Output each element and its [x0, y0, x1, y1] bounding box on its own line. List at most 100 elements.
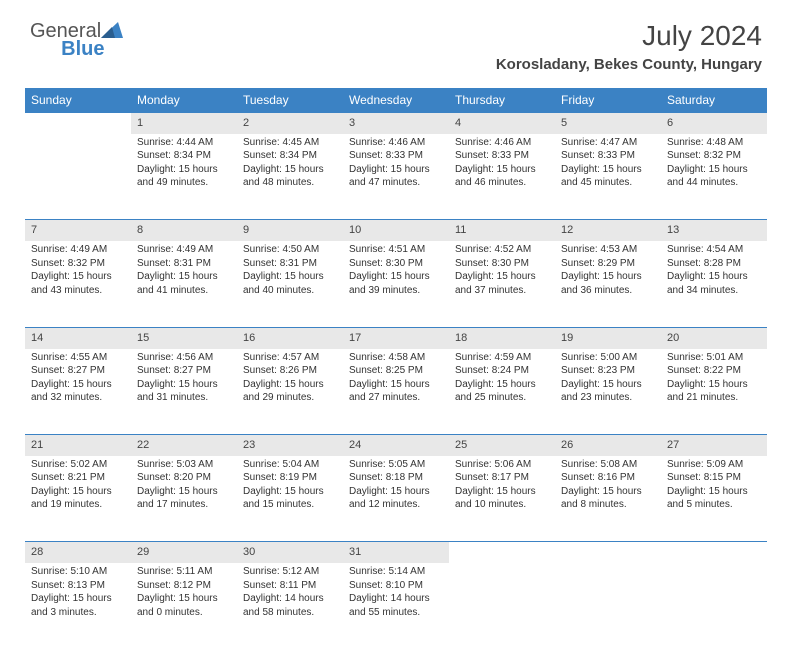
weekday-header: Tuesday [237, 88, 343, 113]
day-detail-cell: Sunrise: 4:51 AMSunset: 8:30 PMDaylight:… [343, 241, 449, 327]
sunrise-line: Sunrise: 4:54 AM [667, 243, 761, 257]
day-detail-cell: Sunrise: 5:04 AMSunset: 8:19 PMDaylight:… [237, 456, 343, 542]
day-detail-row: Sunrise: 4:44 AMSunset: 8:34 PMDaylight:… [25, 134, 767, 220]
calendar-table: SundayMondayTuesdayWednesdayThursdayFrid… [25, 88, 767, 649]
daylight-line: Daylight: 15 hours and 17 minutes. [137, 485, 231, 512]
day-number-cell: 6 [661, 113, 767, 134]
sunset-line: Sunset: 8:22 PM [667, 364, 761, 378]
day-number-cell: 13 [661, 220, 767, 241]
day-detail-cell: Sunrise: 5:09 AMSunset: 8:15 PMDaylight:… [661, 456, 767, 542]
sunset-line: Sunset: 8:28 PM [667, 257, 761, 271]
day-number-row: 21222324252627 [25, 435, 767, 456]
header: General Blue July 2024 Korosladany, Beke… [0, 0, 792, 78]
brand-logo: General Blue [30, 20, 171, 43]
daylight-line: Daylight: 15 hours and 19 minutes. [31, 485, 125, 512]
daylight-line: Daylight: 15 hours and 21 minutes. [667, 378, 761, 405]
day-number-cell: 10 [343, 220, 449, 241]
daylight-line: Daylight: 15 hours and 48 minutes. [243, 163, 337, 190]
day-number-cell: 14 [25, 327, 131, 348]
day-detail-cell: Sunrise: 5:05 AMSunset: 8:18 PMDaylight:… [343, 456, 449, 542]
sunrise-line: Sunrise: 5:10 AM [31, 565, 125, 579]
sunrise-line: Sunrise: 5:09 AM [667, 458, 761, 472]
sunrise-line: Sunrise: 4:59 AM [455, 351, 549, 365]
day-detail-row: Sunrise: 5:10 AMSunset: 8:13 PM Daylight:… [25, 563, 767, 649]
month-title: July 2024 [496, 20, 762, 52]
empty-cell [25, 134, 131, 220]
daylight-line: Daylight: 15 hours and 10 minutes. [455, 485, 549, 512]
day-number-row: 28293031 [25, 542, 767, 563]
day-number-cell: 8 [131, 220, 237, 241]
day-detail-cell: Sunrise: 5:10 AMSunset: 8:13 PMDaylight:… [25, 563, 131, 649]
sunset-line: Sunset: 8:29 PM [561, 257, 655, 271]
sunrise-line: Sunrise: 4:44 AM [137, 136, 231, 150]
day-detail-cell: Sunrise: 4:54 AMSunset: 8:28 PMDaylight:… [661, 241, 767, 327]
daylight-line: Daylight: 15 hours and 31 minutes. [137, 378, 231, 405]
sunrise-line: Sunrise: 4:57 AM [243, 351, 337, 365]
day-detail-cell: Sunrise: 5:14 AMSunset: 8:10 PMDaylight:… [343, 563, 449, 649]
daylight-line: Daylight: 15 hours and 5 minutes. [667, 485, 761, 512]
daylight-line: Daylight: 15 hours and 45 minutes. [561, 163, 655, 190]
day-detail-cell: Sunrise: 5:01 AMSunset: 8:22 PMDaylight:… [661, 349, 767, 435]
sunrise-line: Sunrise: 4:46 AM [349, 136, 443, 150]
day-number-cell: 2 [237, 113, 343, 134]
day-detail-cell: Sunrise: 4:45 AMSunset: 8:34 PMDaylight:… [237, 134, 343, 220]
weekday-header: Sunday [25, 88, 131, 113]
sunset-line: Sunset: 8:27 PM [137, 364, 231, 378]
day-number-cell: 12 [555, 220, 661, 241]
day-detail-cell: Sunrise: 4:56 AMSunset: 8:27 PMDaylight:… [131, 349, 237, 435]
daylight-line: Daylight: 14 hours and 58 minutes. [243, 592, 337, 619]
daylight-line: Daylight: 15 hours and 27 minutes. [349, 378, 443, 405]
day-number-cell: 9 [237, 220, 343, 241]
daylight-line: Daylight: 15 hours and 46 minutes. [455, 163, 549, 190]
daylight-line: Daylight: 15 hours and 40 minutes. [243, 270, 337, 297]
day-detail-cell: Sunrise: 5:11 AMSunset: 8:12 PMDaylight:… [131, 563, 237, 649]
location-text: Korosladany, Bekes County, Hungary [496, 56, 762, 73]
sunset-line: Sunset: 8:16 PM [561, 471, 655, 485]
sunrise-line: Sunrise: 4:58 AM [349, 351, 443, 365]
sunset-line: Sunset: 8:34 PM [137, 149, 231, 163]
day-number-row: 123456 [25, 113, 767, 134]
day-detail-row: Sunrise: 4:55 AMSunset: 8:27 PMDaylight:… [25, 349, 767, 435]
day-detail-cell: Sunrise: 5:12 AMSunset: 8:11 PMDaylight:… [237, 563, 343, 649]
day-number-row: 14151617181920 [25, 327, 767, 348]
daylight-line: Daylight: 15 hours and 47 minutes. [349, 163, 443, 190]
sunrise-line: Sunrise: 4:51 AM [349, 243, 443, 257]
sunrise-line: Sunrise: 5:12 AM [243, 565, 337, 579]
sunset-line: Sunset: 8:17 PM [455, 471, 549, 485]
day-detail-cell: Sunrise: 4:49 AMSunset: 8:31 PMDaylight:… [131, 241, 237, 327]
day-number-cell: 4 [449, 113, 555, 134]
daylight-line: Daylight: 15 hours and 41 minutes. [137, 270, 231, 297]
day-detail-cell: Sunrise: 4:44 AMSunset: 8:34 PMDaylight:… [131, 134, 237, 220]
sunrise-line: Sunrise: 5:08 AM [561, 458, 655, 472]
day-number-cell: 11 [449, 220, 555, 241]
daylight-line: Daylight: 15 hours and 15 minutes. [243, 485, 337, 512]
sunset-line: Sunset: 8:18 PM [349, 471, 443, 485]
empty-cell [449, 563, 555, 649]
sunset-line: Sunset: 8:31 PM [243, 257, 337, 271]
sunset-line: Sunset: 8:34 PM [243, 149, 337, 163]
day-detail-cell: Sunrise: 4:55 AMSunset: 8:27 PMDaylight:… [25, 349, 131, 435]
sunset-line: Sunset: 8:23 PM [561, 364, 655, 378]
daylight-line: Daylight: 15 hours and 32 minutes. [31, 378, 125, 405]
sunrise-line: Sunrise: 4:45 AM [243, 136, 337, 150]
sunset-line: Sunset: 8:30 PM [455, 257, 549, 271]
title-block: July 2024 Korosladany, Bekes County, Hun… [496, 20, 762, 73]
sunset-line: Sunset: 8:32 PM [667, 149, 761, 163]
sunset-line: Sunset: 8:15 PM [667, 471, 761, 485]
weekday-header-row: SundayMondayTuesdayWednesdayThursdayFrid… [25, 88, 767, 113]
daylight-line: Daylight: 15 hours and 44 minutes. [667, 163, 761, 190]
sunset-line: Sunset: 8:13 PM [31, 579, 125, 593]
day-number-cell: 5 [555, 113, 661, 134]
sunrise-line: Sunrise: 5:06 AM [455, 458, 549, 472]
day-detail-cell: Sunrise: 4:49 AMSunset: 8:32 PMDaylight:… [25, 241, 131, 327]
sunset-line: Sunset: 8:11 PM [243, 579, 337, 593]
daylight-line: Daylight: 15 hours and 37 minutes. [455, 270, 549, 297]
day-number-cell: 18 [449, 327, 555, 348]
daylight-line: Daylight: 15 hours and 0 minutes. [137, 592, 231, 619]
sunrise-line: Sunrise: 5:04 AM [243, 458, 337, 472]
sunrise-line: Sunrise: 4:50 AM [243, 243, 337, 257]
daylight-line: Daylight: 15 hours and 43 minutes. [31, 270, 125, 297]
day-number-cell: 25 [449, 435, 555, 456]
day-number-cell: 23 [237, 435, 343, 456]
sunrise-line: Sunrise: 4:56 AM [137, 351, 231, 365]
